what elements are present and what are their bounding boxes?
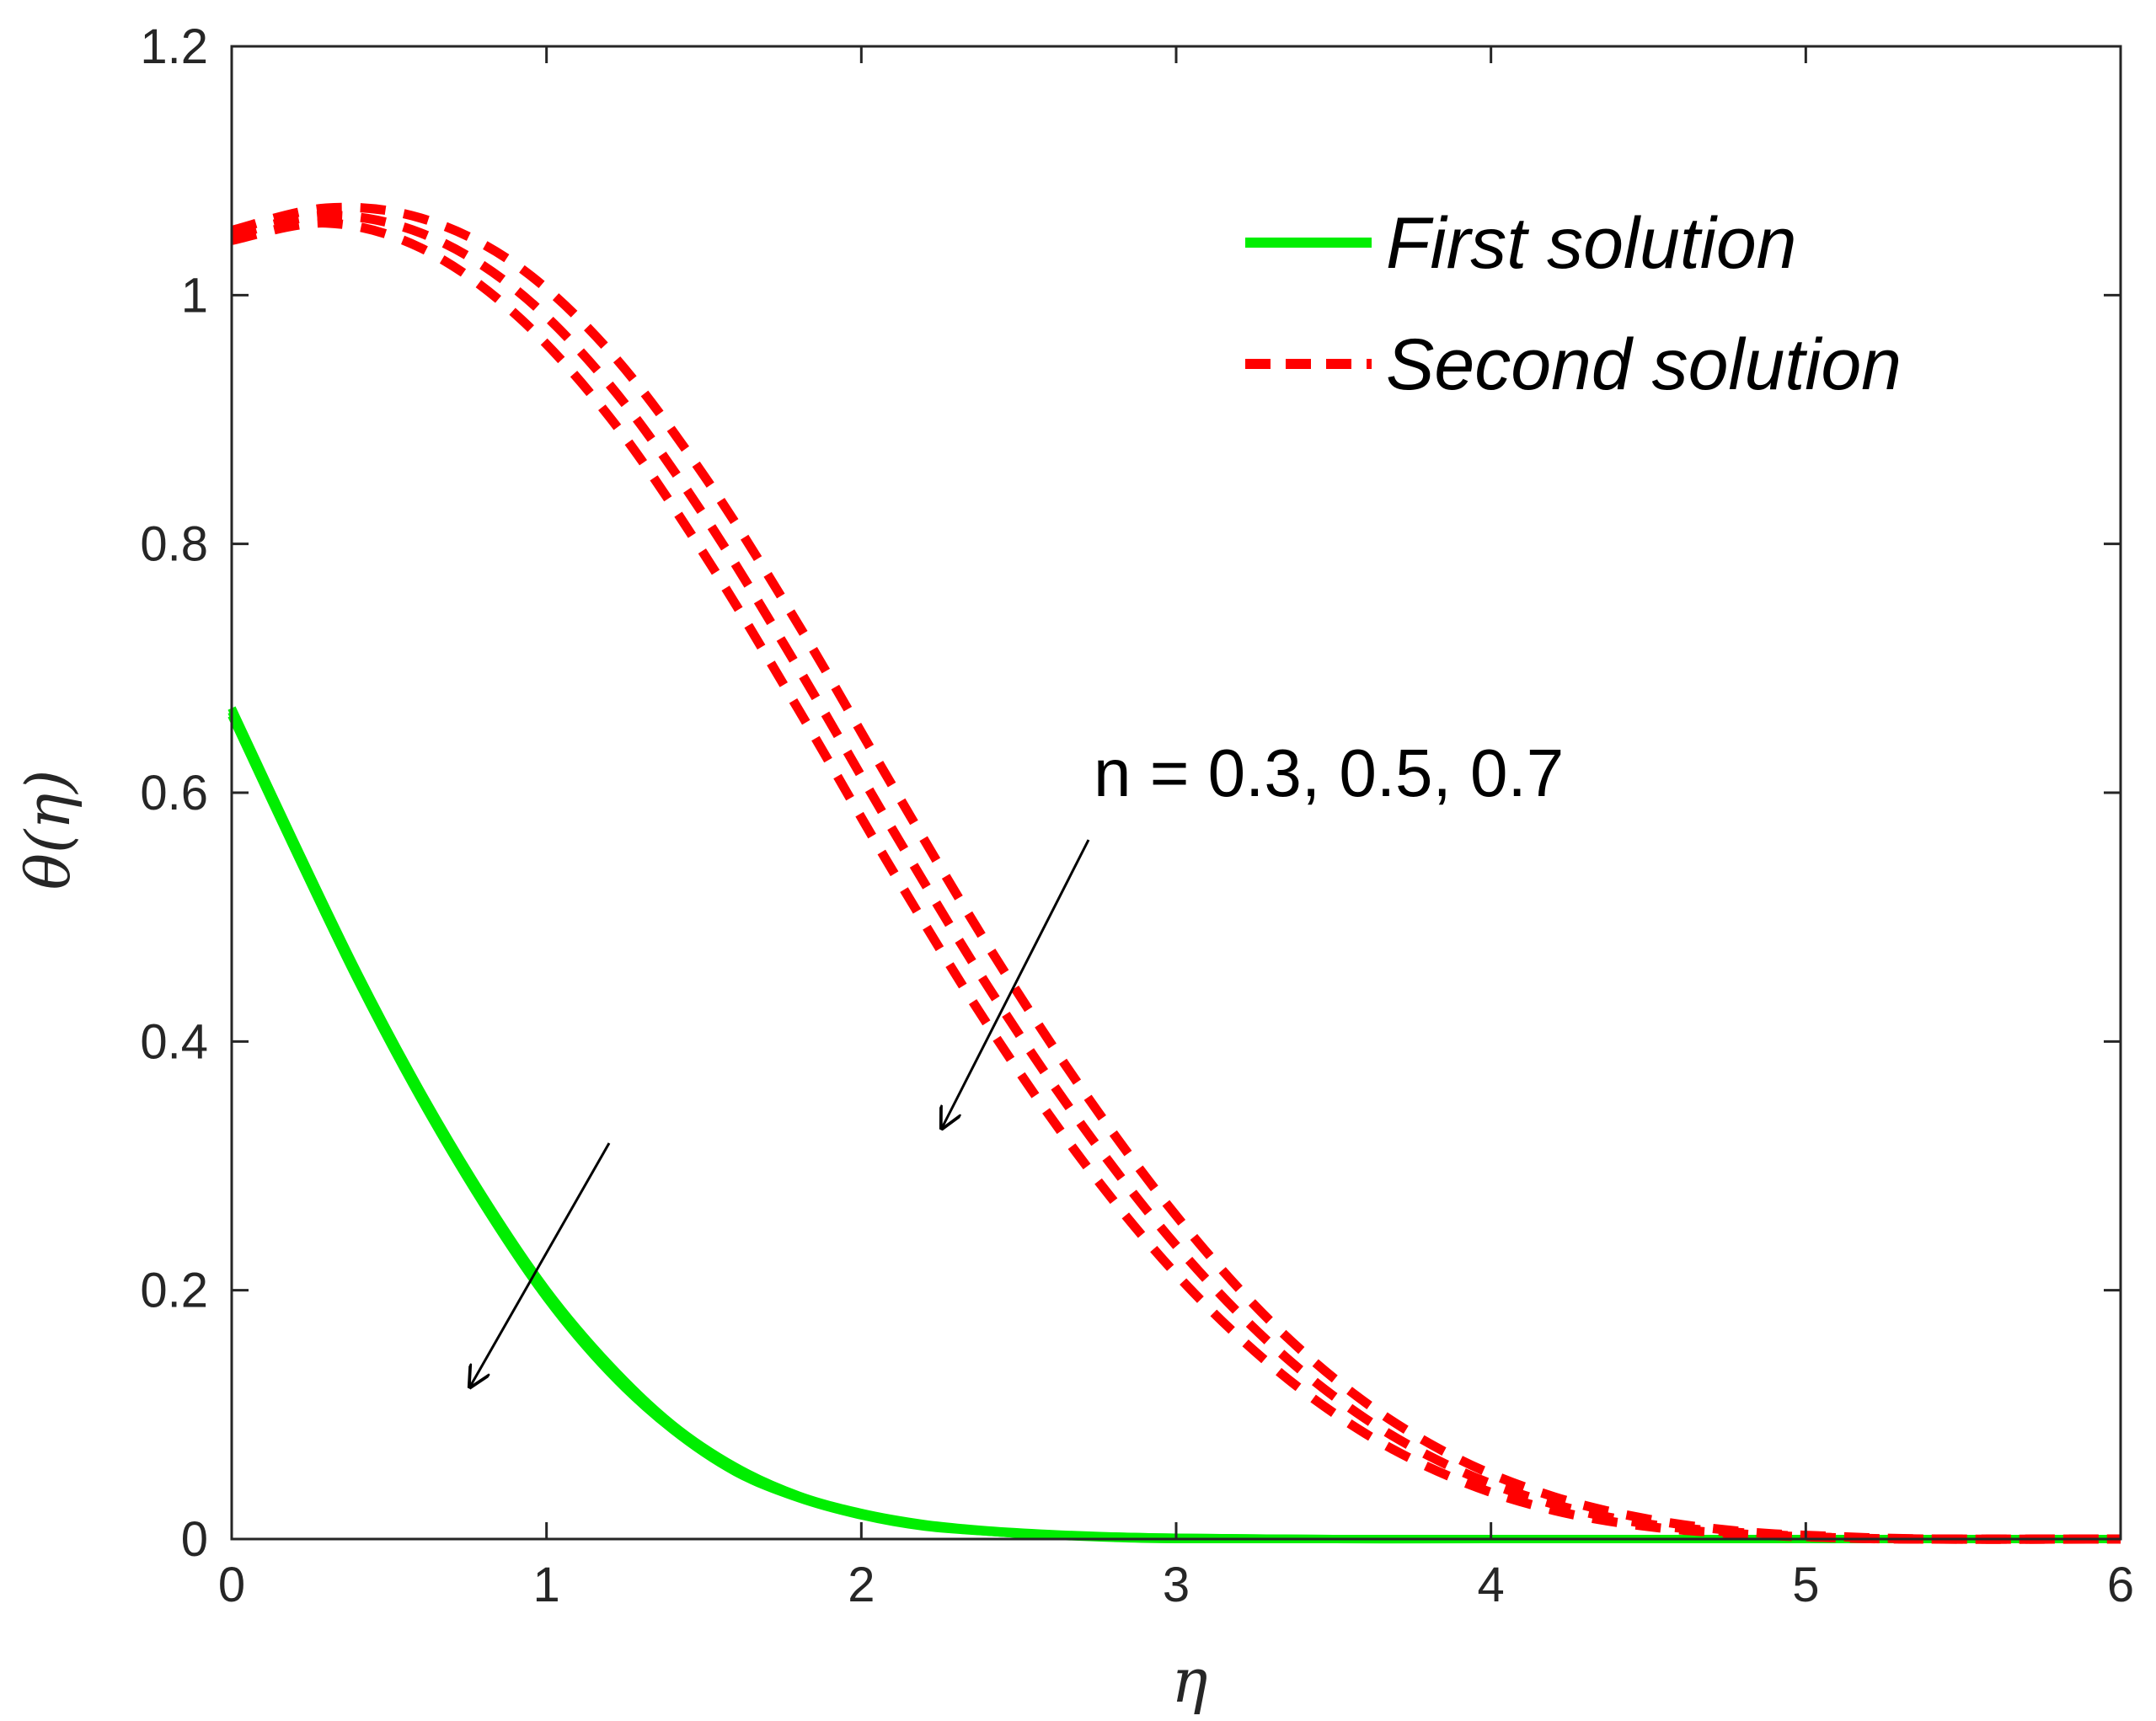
y-tick-label: 0.6 [140,766,208,820]
annotation-text: n = 0.3, 0.5, 0.7 [1094,735,1564,810]
series-line-second-solution-n-0-5 [230,211,2121,1544]
annotation-arrows [470,839,1090,1387]
axes: 0 1 2 3 4 5 6 0 0.2 0.4 0.6 0.8 1 1.2 [140,19,2134,1612]
legend-label-first-solution: First solution [1386,203,1797,284]
arrow-second-solution [942,839,1090,1128]
y-tick-label: 0 [181,1512,208,1567]
x-axis-label: η [1171,1645,1207,1716]
y-tick-label: 0.2 [140,1264,208,1318]
series-line-second-solution-n-0-7 [230,218,2121,1544]
x-tick-label: 0 [218,1558,245,1612]
x-tick-label: 2 [848,1558,875,1612]
series-line-second-solution-n-0-3 [230,202,2121,1544]
x-tick-label: 6 [2107,1558,2134,1612]
x-tick-label: 3 [1163,1558,1190,1612]
y-tick-label: 1 [181,268,208,323]
x-tick-label: 1 [533,1558,560,1612]
arrow-first-solution [470,1142,611,1387]
legend-label-second-solution: Second solution [1386,324,1902,405]
legend: First solution Second solution [1245,203,1902,405]
y-tick-label: 0.4 [140,1014,208,1069]
y-tick-label: 0.8 [140,517,208,572]
x-tick-label: 4 [1478,1558,1505,1612]
x-tick-label: 5 [1792,1558,1819,1612]
y-axis-label: θ(η) [13,770,83,890]
y-tick-label: 1.2 [140,19,208,74]
